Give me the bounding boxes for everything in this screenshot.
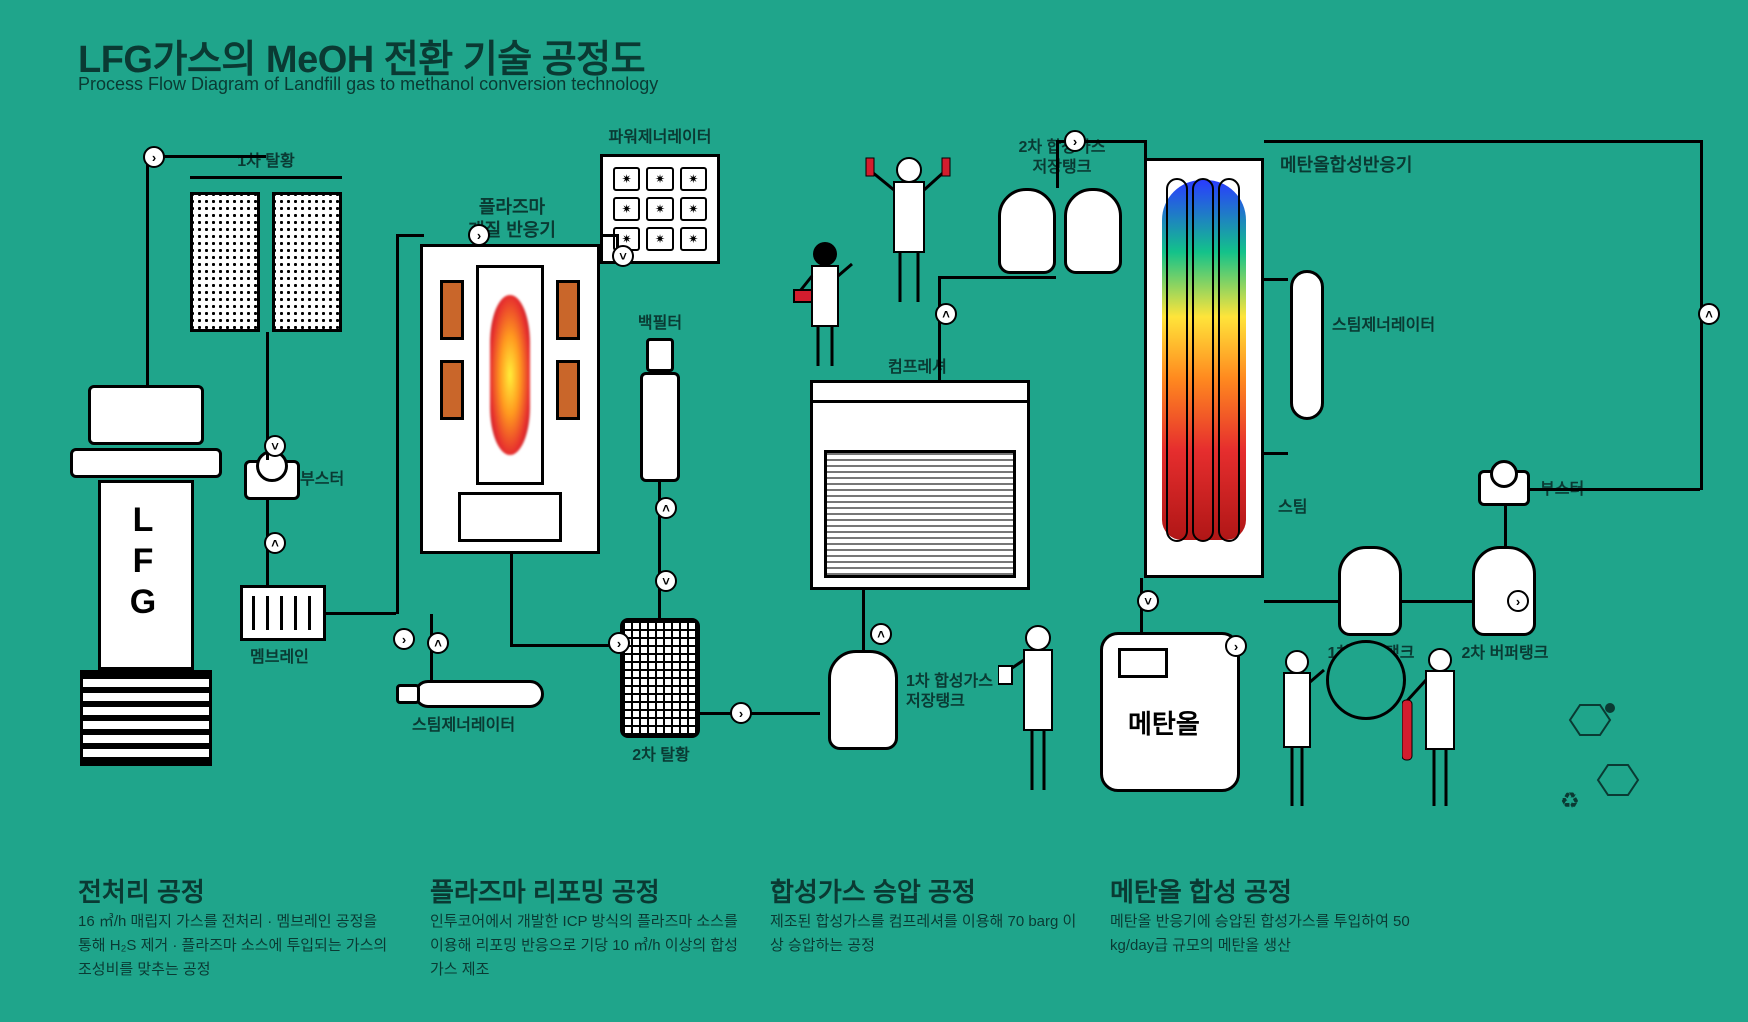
flow-arrow-5: › (468, 224, 490, 246)
flow-arrow-1: ˅ (264, 435, 286, 457)
flow-arrow-7: ˅ (612, 245, 634, 267)
lfg-head-top (88, 385, 204, 445)
bag-filter (640, 372, 680, 482)
flow-arrow-0: › (143, 146, 165, 168)
section-desc-0: 16 ㎥/h 매립지 가스를 전처리 · 멤브레인 공정을 통해 H₂S 제거 … (78, 910, 388, 982)
flow-arrow-17: ˄ (1698, 303, 1720, 325)
flow-arrow-8: ˄ (655, 497, 677, 519)
steam-gen-1 (414, 680, 544, 708)
section-desc-1: 인투코어에서 개발한 ICP 방식의 플라즈마 소스를 이용해 리포밍 반응으로… (430, 910, 740, 982)
flow-arrow-4: ˄ (427, 632, 449, 654)
booster-2-wheel (1490, 460, 1518, 488)
flow-arrow-12: ˄ (935, 303, 957, 325)
scientist-3-icon (998, 620, 1078, 800)
plasma-coil-l2 (440, 360, 464, 420)
section-title-3: 메탄올 합성 공정 (1110, 872, 1292, 909)
steam-label: 스팀 (1278, 498, 1307, 518)
section-title-0: 전처리 공정 (78, 872, 205, 909)
reactor-tube-2 (1192, 178, 1214, 542)
plasma-coil-r1 (556, 280, 580, 340)
bag-filter-top (646, 338, 674, 372)
compressor-grille (824, 450, 1016, 578)
desulf1-top-pipe (190, 176, 342, 179)
syngas-tank-2b (1064, 188, 1122, 274)
recycle-icon: ♻ (1560, 788, 1580, 814)
flow-arrow-2: ˄ (264, 532, 286, 554)
flow-arrow-13: › (1064, 130, 1086, 152)
reactor-tube-1 (1166, 178, 1188, 542)
steam-gen-1-cap (396, 684, 420, 704)
round-window-icon (1326, 640, 1406, 720)
bag-filter-label: 백필터 (628, 314, 692, 334)
steam-gen-2 (1290, 270, 1324, 420)
page-subtitle: Process Flow Diagram of Landfill gas to … (78, 74, 658, 95)
reactor-tube-3 (1218, 178, 1240, 542)
methanol-tank-panel (1118, 648, 1168, 678)
molecule-icon-1 (1560, 700, 1620, 750)
methanol-tank-label: 메탄올 (1128, 704, 1200, 741)
syngas-tank-2a (998, 188, 1056, 274)
plasma-coil-r2 (556, 360, 580, 420)
section-desc-3: 메탄올 반응기에 승압된 합성가스를 투입하여 50 kg/day급 규모의 메… (1110, 910, 1420, 958)
desulf1-a (190, 192, 260, 332)
section-title-2: 합성가스 승압 공정 (770, 872, 976, 909)
molecule-icon-2 (1590, 760, 1646, 810)
methanol-reactor-label: 메탄올합성반응기 (1280, 154, 1412, 177)
desulf2-label: 2차 탈황 (626, 746, 696, 766)
syngas-tank-1 (828, 650, 898, 750)
scientist-5-icon (1402, 644, 1482, 816)
desulf1-b (272, 192, 342, 332)
plasma-coil-l1 (440, 280, 464, 340)
membrane-label: 멤브레인 (250, 648, 309, 668)
flow-arrow-6: › (608, 632, 630, 654)
lfg-base (80, 670, 212, 766)
plasma-base (458, 492, 562, 542)
steam-gen-2-label: 스팀제너레이터 (1332, 316, 1435, 336)
lfg-head-mid (70, 448, 222, 478)
power-gen-label: 파워제너레이터 (598, 128, 722, 148)
flow-arrow-11: ˄ (870, 623, 892, 645)
buffer-tank-2 (1472, 546, 1536, 636)
section-title-1: 플라즈마 리포밍 공정 (430, 872, 660, 909)
flow-arrow-16: › (1507, 590, 1529, 612)
flow-arrow-9: ˅ (655, 570, 677, 592)
flow-arrow-14: ˅ (1137, 590, 1159, 612)
scientist-4-icon (1262, 646, 1332, 816)
lfg-label: LFG (98, 500, 194, 622)
syngas-tank-2-label: 2차 합성가스 저장탱크 (1012, 138, 1112, 178)
diagram-stage: LFG가스의 MeOH 전환 기술 공정도 Process Flow Diagr… (0, 0, 1748, 1022)
steam-gen-1-label: 스팀제너레이터 (412, 716, 515, 736)
flow-arrow-15: › (1225, 635, 1247, 657)
booster-1-label: 부스터 (300, 470, 344, 490)
flow-arrow-3: › (393, 628, 415, 650)
compressor-top (810, 380, 1030, 400)
buffer-tank-1 (1338, 546, 1402, 636)
desulf2 (620, 618, 700, 738)
flow-arrow-10: › (730, 702, 752, 724)
plasma-flame (490, 295, 530, 455)
section-desc-2: 제조된 합성가스를 컴프레셔를 이용해 70 barg 이상 승압하는 공정 (770, 910, 1080, 958)
scientist-1-icon (790, 236, 860, 376)
